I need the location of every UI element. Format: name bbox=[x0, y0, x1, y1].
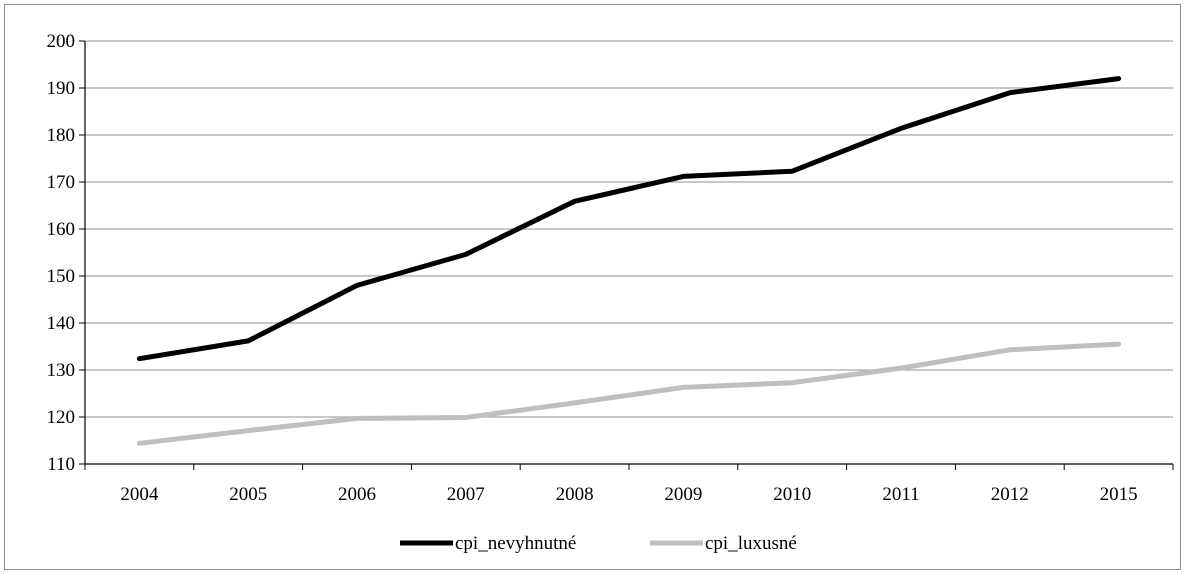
y-tick-label: 190 bbox=[47, 78, 76, 99]
series-lines bbox=[136, 76, 1122, 446]
legend-label-0: cpi_nevyhnutné bbox=[455, 533, 576, 554]
y-tick-label: 110 bbox=[47, 454, 75, 475]
y-tick-label: 130 bbox=[47, 360, 76, 381]
y-tick-label: 120 bbox=[47, 407, 76, 428]
axes bbox=[84, 41, 1173, 465]
y-tick-label: 140 bbox=[47, 313, 76, 334]
y-tick-label: 160 bbox=[47, 219, 76, 240]
gridlines bbox=[85, 40, 1173, 418]
series-line-0 bbox=[136, 76, 1122, 362]
x-tick-label: 2007 bbox=[447, 484, 485, 505]
x-tick-label: 2012 bbox=[991, 484, 1029, 505]
x-tick-label: 2010 bbox=[773, 484, 811, 505]
x-tick-label: 2004 bbox=[120, 484, 159, 505]
x-tick-label: 2011 bbox=[882, 484, 919, 505]
y-tick-label: 200 bbox=[47, 31, 76, 52]
legend-label-1: cpi_luxusné bbox=[705, 533, 797, 554]
y-axis-ticks: 110 120 130 140 150 160 170 180 190 200 bbox=[47, 31, 85, 475]
x-axis-ticks: 2004 2005 2006 2007 2008 2009 2010 2011 2012 2015 bbox=[84, 464, 1174, 505]
y-tick-label: 150 bbox=[47, 266, 76, 287]
x-tick-label: 2009 bbox=[664, 484, 702, 505]
x-tick-label: 2006 bbox=[338, 484, 376, 505]
x-tick-label: 2005 bbox=[229, 484, 267, 505]
series-line-1 bbox=[136, 341, 1122, 446]
y-tick-label: 180 bbox=[47, 125, 76, 146]
x-tick-label: 2015 bbox=[1100, 484, 1138, 505]
y-tick-label: 170 bbox=[47, 172, 76, 193]
x-tick-label: 2008 bbox=[556, 484, 594, 505]
legend: cpi_nevyhnutné cpi_luxusné bbox=[400, 533, 797, 554]
